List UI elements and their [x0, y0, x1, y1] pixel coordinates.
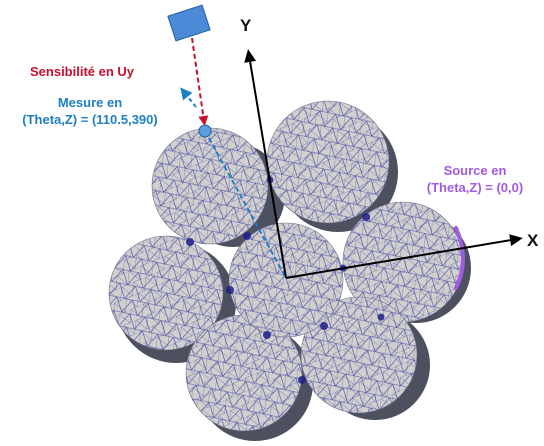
contact-spot [377, 313, 385, 321]
measure-label-line2: (Theta,Z) = (110.5,390) [22, 112, 158, 127]
contact-spot [226, 286, 234, 294]
axis-x-arrow [285, 234, 523, 279]
outer-wire [151, 127, 269, 245]
contact-spot [243, 232, 251, 240]
axis-x-label: X [527, 231, 539, 250]
outer-wire [185, 314, 303, 432]
core-wire [228, 222, 344, 338]
outer-wire [342, 201, 464, 323]
contact-spot [263, 331, 271, 339]
contact-spot [320, 322, 328, 330]
measure-to-origin-line [204, 130, 287, 279]
sensitivity-label: Sensibilité en Uy [30, 64, 135, 79]
contact-spot [186, 238, 194, 246]
outer-wire [300, 296, 418, 414]
outer-wire [266, 100, 390, 224]
measure-label: Mesure en (Theta,Z) = (110.5,390) [0, 94, 180, 128]
outer-wires [108, 100, 464, 432]
source-label: Source en (Theta,Z) = (0,0) [410, 162, 540, 196]
contact-refinement-spots [186, 176, 385, 384]
contact-spot [298, 376, 306, 384]
source-label-line2: (Theta,Z) = (0,0) [426, 180, 524, 195]
axis-y-arrow [244, 49, 287, 279]
sensor-box-icon [167, 4, 211, 42]
contact-spot [362, 213, 370, 221]
source-arc [454, 226, 465, 290]
measure-point-icon [198, 124, 212, 138]
source-label-line1: Source en [443, 163, 507, 178]
measure-direction-arrow [180, 87, 197, 108]
axis-y-label: Y [240, 16, 252, 35]
sensitivity-arrow [191, 37, 209, 126]
measure-label-line1: Mesure en [57, 95, 123, 110]
outer-wire [108, 235, 224, 351]
